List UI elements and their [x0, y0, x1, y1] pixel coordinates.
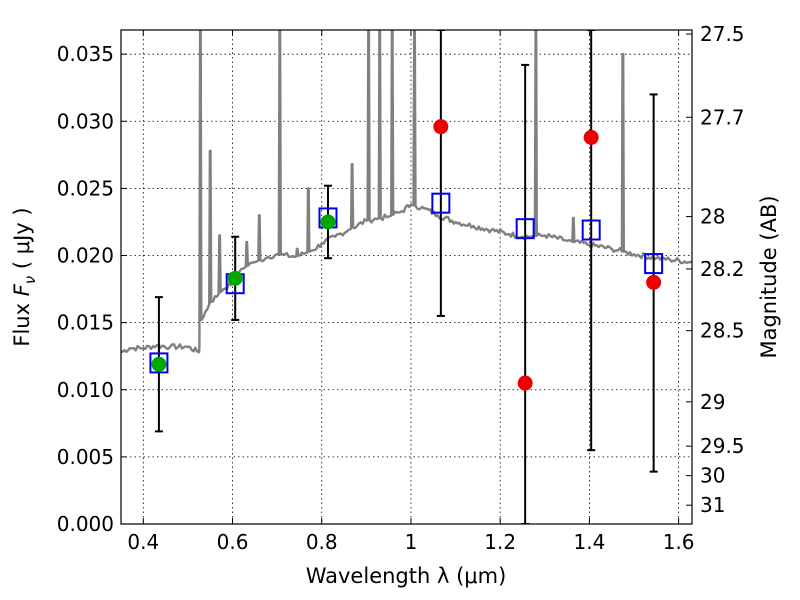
y-tick-label: 0.010: [57, 378, 114, 402]
upper-limit-point: [517, 375, 533, 391]
y-axis-label-symbol: F: [10, 283, 34, 296]
y-tick-label: 0.015: [57, 311, 114, 335]
y-tick-label: 0.020: [57, 244, 114, 268]
x-axis-label: Wavelength λ (μm): [306, 564, 507, 588]
magnitude-tick-label: 27.5: [700, 22, 745, 46]
axis-ticks: 0.4 0.6 0.8 1 1.2 1.4 1.6 0.000 0.005 0.010 0.015 0…: [57, 22, 745, 554]
model-band-square: [581, 219, 601, 241]
y-axis-label-units: ( μJy ): [10, 207, 34, 275]
magnitude-tick-label: 28: [700, 205, 725, 229]
y-axis-label: Flux Fν ( μJy ): [10, 207, 39, 346]
plot-frame: [120, 29, 693, 525]
plot-area: [121, 30, 692, 524]
y-tick-label: 0.035: [57, 42, 114, 66]
upper-limit-point: [583, 129, 599, 145]
y-tick-label: 0.000: [57, 512, 114, 536]
detection-point: [320, 214, 336, 230]
y-axis-label-subscript: ν: [21, 276, 39, 284]
model-band-square: [149, 352, 169, 374]
magnitude-tick-label: 27.7: [700, 105, 745, 129]
y-tick-label: 0.005: [57, 445, 114, 469]
x-tick-label: 0.4: [127, 530, 159, 554]
model-band-square: [431, 192, 451, 214]
x-tick-label: 0.8: [306, 530, 338, 554]
detection-point: [151, 356, 167, 372]
model-band-square: [515, 218, 535, 240]
x-tick-label: 1: [405, 530, 418, 554]
y-tick-label: 0.030: [57, 109, 114, 133]
upper-limit-point: [433, 119, 449, 135]
magnitude-tick-label: 31: [700, 493, 725, 517]
magnitude-tick-label: 28.2: [700, 257, 745, 281]
model-band-square: [644, 253, 664, 275]
x-tick-label: 0.6: [217, 530, 249, 554]
right-axis-label: Magnitude (AB): [757, 195, 781, 358]
magnitude-tick-label: 30: [700, 464, 725, 488]
y-axis-label-text: Flux: [10, 296, 34, 346]
x-tick-label: 1.4: [573, 530, 605, 554]
magnitude-tick-label: 29.5: [700, 434, 745, 458]
magnitude-tick-label: 29: [700, 390, 725, 414]
x-tick-label: 1.2: [484, 530, 516, 554]
magnitude-tick-label: 28.5: [700, 319, 745, 343]
x-tick-label: 1.6: [663, 530, 695, 554]
upper-limit-point: [646, 274, 662, 290]
y-tick-label: 0.025: [57, 176, 114, 200]
detection-point: [227, 270, 243, 286]
